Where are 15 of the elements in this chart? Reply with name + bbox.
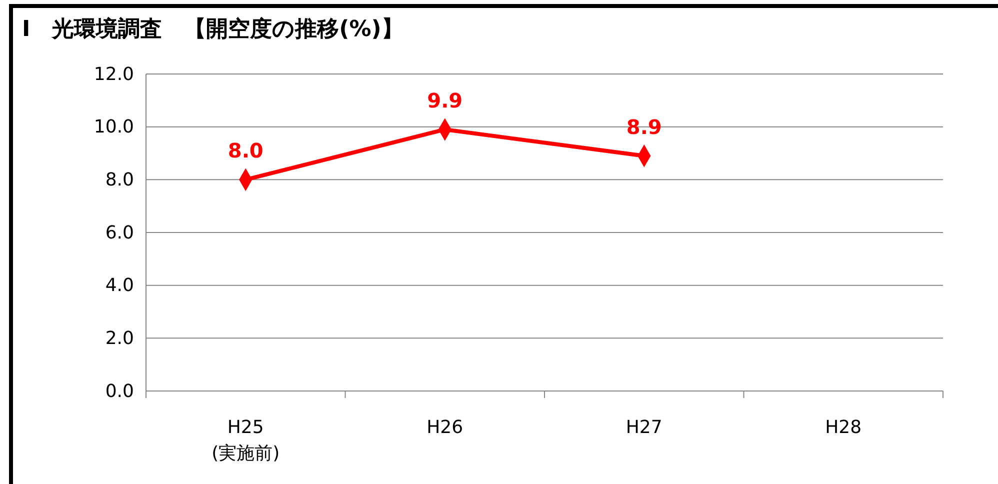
y-tick-label: 6.0 [105,222,134,244]
data-label: 8.0 [228,138,264,163]
y-tick-label: 12.0 [94,64,134,85]
y-tick-label: 10.0 [94,116,134,138]
y-tick-label: 8.0 [105,169,134,190]
y-tick-label: 2.0 [105,328,134,349]
x-tick-label: H28 [825,417,862,438]
data-label: 9.9 [427,88,463,112]
y-tick-label: 0.0 [105,380,134,402]
chart-title: Ⅰ 光環境調査 【開空度の推移(%)】 [22,16,404,42]
x-tick-label: H26 [426,417,464,438]
y-tick-label: 4.0 [105,275,134,296]
x-tick-label: H25 (実施前) [212,417,280,464]
x-tick-label: H27 [626,417,662,438]
data-label: 8.9 [626,114,662,139]
